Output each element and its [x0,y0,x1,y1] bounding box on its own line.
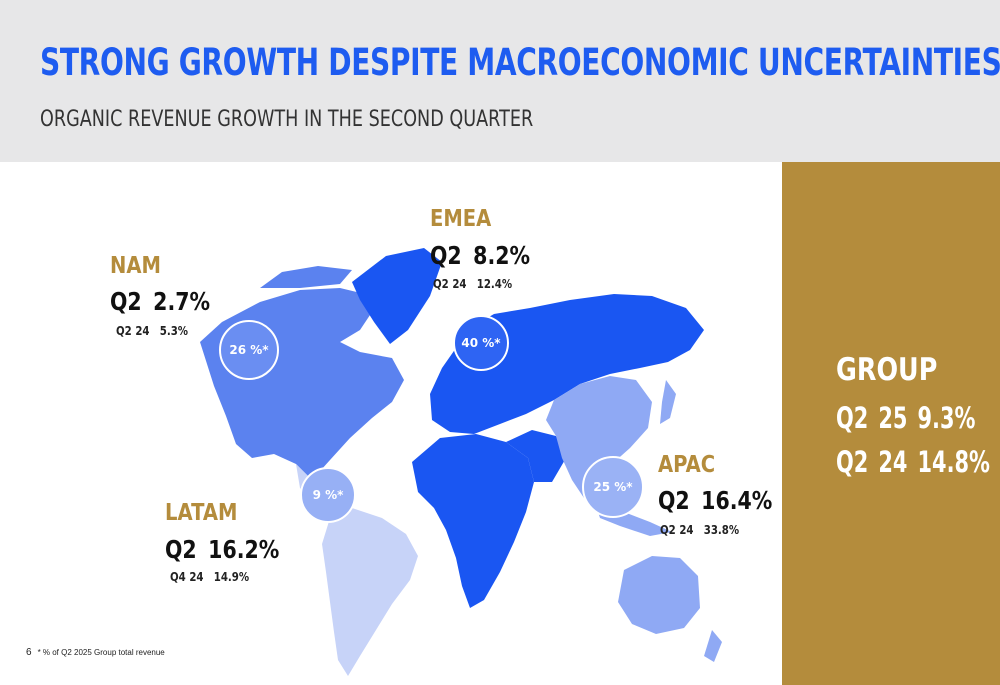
japan-shape [660,380,676,424]
group-row-year: 25 [878,401,908,435]
page-number: 6 [26,647,32,658]
apac-current-label: Q2 [658,486,690,515]
group-row-year: 24 [878,445,908,479]
latam-previous-growth: Q4 24 14.9% [170,570,249,584]
africa-shape [412,434,534,608]
emea-share-bubble: 40 %* [453,315,509,371]
footnote-text: * % of Q2 2025 Group total revenue [37,648,165,657]
greenland-shape [352,248,442,344]
page-subtitle: ORGANIC REVENUE GROWTH IN THE SECOND QUA… [40,107,534,132]
emea-current-value: 8.2% [473,241,531,270]
group-row-quarter: Q2 [836,401,869,435]
emea-prev-value: 12.4% [476,277,513,291]
nam-region-name: NAM [110,253,161,279]
apac-current-growth: Q2 16.4% [658,486,772,515]
apac-asia-shape [546,376,652,498]
australia-shape [618,556,700,634]
nam-current-value: 2.7% [153,287,211,316]
header-band: STRONG GROWTH DESPITE MACROECONOMIC UNCE… [0,0,1000,162]
group-row-previous: Q2 24 14.8% [836,445,1000,479]
latam-share-value: 9 %* [312,488,344,502]
middle-east-shape [506,430,566,482]
nam-prev-value: 5.3% [159,324,189,338]
apac-prev-value: 33.8% [703,523,740,537]
latam-share-bubble: 9 %* [300,467,356,523]
group-row-current: Q2 25 9.3% [836,401,986,435]
nam-share-value: 26 %* [229,343,269,357]
group-summary-panel: GROUP Q2 25 9.3% Q2 24 14.8% [782,162,1000,685]
nam-prev-label: Q2 24 [116,324,150,338]
nam-islands-shape [260,266,352,288]
emea-share-value: 40 %* [461,336,501,350]
latam-current-label: Q2 [165,535,197,564]
apac-share-value: 25 %* [593,480,633,494]
apac-prev-label: Q2 24 [660,523,694,537]
latam-current-value: 16.2% [208,535,280,564]
latam-region-name: LATAM [165,500,238,526]
group-row-quarter: Q2 [836,445,869,479]
footnote: 6 * % of Q2 2025 Group total revenue [26,647,165,658]
apac-share-bubble: 25 %* [582,456,644,518]
emea-region-name: EMEA [430,206,492,232]
new-zealand-shape [704,630,722,662]
nam-previous-growth: Q2 24 5.3% [116,324,188,338]
world-map [200,248,722,676]
group-row-value: 9.3% [917,401,976,435]
nam-current-label: Q2 [110,287,142,316]
emea-previous-growth: Q2 24 12.4% [433,277,512,291]
apac-region-name: APAC [658,452,716,478]
emea-current-label: Q2 [430,241,462,270]
group-title: GROUP [836,352,938,388]
latam-current-growth: Q2 16.2% [165,535,279,564]
nam-current-growth: Q2 2.7% [110,287,210,316]
latam-prev-value: 14.9% [213,570,250,584]
nam-share-bubble: 26 %* [219,320,279,380]
apac-previous-growth: Q2 24 33.8% [660,523,739,537]
latam-region-shape [322,508,418,676]
latam-prev-label: Q4 24 [170,570,204,584]
page-title: STRONG GROWTH DESPITE MACROECONOMIC UNCE… [40,41,1000,84]
emea-current-growth: Q2 8.2% [430,241,530,270]
emea-prev-label: Q2 24 [433,277,467,291]
apac-current-value: 16.4% [701,486,773,515]
group-row-value: 14.8% [917,445,990,479]
